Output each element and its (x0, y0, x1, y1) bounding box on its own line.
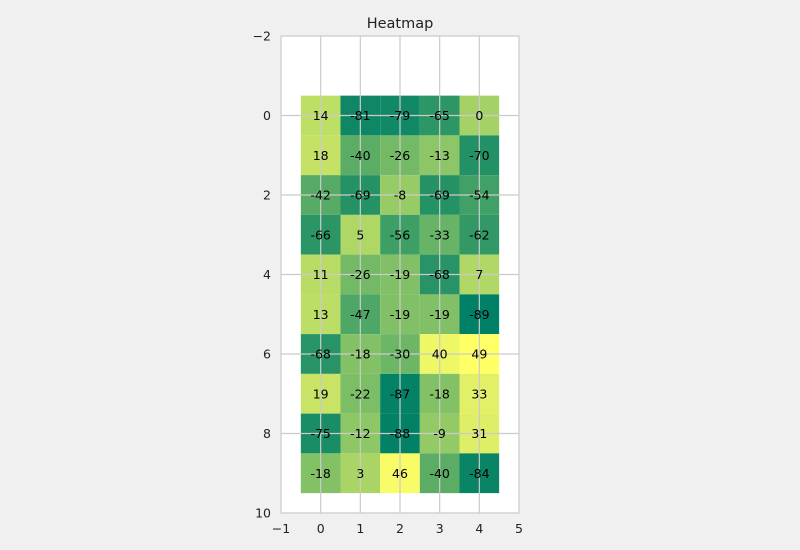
cell-label-r2-c2: -8 (394, 188, 407, 203)
y-tick-label-3: 4 (263, 267, 271, 282)
cell-label-r0-c0: 14 (313, 108, 329, 123)
cell-label-r5-c2: -19 (390, 307, 410, 322)
y-tick-label-6: 10 (255, 506, 271, 521)
x-tick-label-1: 0 (317, 521, 325, 536)
cell-label-r5-c1: -47 (350, 307, 370, 322)
cell-label-r4-c3: -68 (429, 267, 449, 282)
cell-label-r4-c1: -26 (350, 267, 370, 282)
y-tick-label-1: 0 (263, 108, 271, 123)
x-tick-label-6: 5 (515, 521, 523, 536)
cell-label-r3-c3: -33 (429, 227, 449, 242)
y-tick-label-2: 2 (263, 188, 271, 203)
cell-label-r7-c2: -87 (390, 386, 410, 401)
cell-label-r9-c1: 3 (356, 466, 364, 481)
cell-label-r6-c2: -30 (390, 347, 410, 362)
cell-label-r5-c3: -19 (429, 307, 449, 322)
cell-label-r1-c1: -40 (350, 148, 370, 163)
x-tick-label-4: 3 (436, 521, 444, 536)
x-tick-label-3: 2 (396, 521, 404, 536)
x-tick-labels: −1 0 1 2 3 4 5 (272, 521, 523, 536)
cell-label-r7-c1: -22 (350, 386, 370, 401)
cell-label-r4-c0: 11 (313, 267, 329, 282)
x-tick-label-0: −1 (272, 521, 290, 536)
cell-label-r2-c4: -54 (469, 188, 489, 203)
cell-label-r4-c2: -19 (390, 267, 410, 282)
cell-label-r8-c2: -88 (390, 426, 410, 441)
cell-label-r6-c3: 40 (432, 347, 448, 362)
cell-label-r3-c4: -62 (469, 227, 489, 242)
cell-label-r1-c3: -13 (429, 148, 449, 163)
cell-label-r4-c4: 7 (475, 267, 483, 282)
chart-title: Heatmap (367, 16, 434, 32)
cell-label-r6-c0: -68 (310, 347, 330, 362)
y-tick-labels: −2 0 2 4 6 8 10 (253, 29, 271, 521)
cell-label-r1-c2: -26 (390, 148, 410, 163)
grid-lines (280, 35, 520, 514)
cell-label-r0-c1: -81 (350, 108, 370, 123)
cell-label-r6-c4: 49 (471, 347, 487, 362)
cell-label-r9-c0: -18 (310, 466, 330, 481)
x-tick-label-5: 4 (475, 521, 483, 536)
cell-label-r8-c3: -9 (433, 426, 446, 441)
cell-label-r8-c4: 31 (471, 426, 487, 441)
cell-label-r0-c3: -65 (429, 108, 449, 123)
cell-label-r1-c4: -70 (469, 148, 489, 163)
cell-label-r3-c2: -56 (390, 227, 410, 242)
cell-label-r7-c0: 19 (313, 386, 329, 401)
cell-label-r3-c1: 5 (356, 227, 364, 242)
x-tick-label-2: 1 (356, 521, 364, 536)
cell-label-r2-c1: -69 (350, 188, 370, 203)
cell-label-r8-c0: -75 (310, 426, 330, 441)
cell-label-r0-c4: 0 (475, 108, 483, 123)
cell-label-r5-c0: 13 (313, 307, 329, 322)
y-tick-label-4: 6 (263, 347, 271, 362)
cell-label-r2-c3: -69 (429, 188, 449, 203)
cell-label-r1-c0: 18 (313, 148, 329, 163)
cell-label-r8-c1: -12 (350, 426, 370, 441)
cell-label-r9-c2: 46 (392, 466, 408, 481)
cell-label-r2-c0: -42 (310, 188, 330, 203)
cell-labels: 14 -81 -79 -65 0 18 -40 -26 -13 -70 -42 -69 -8 -69 -54… (310, 108, 489, 481)
y-tick-label-5: 8 (263, 426, 271, 441)
cell-label-r7-c3: -18 (429, 386, 449, 401)
cell-label-r7-c4: 33 (471, 386, 487, 401)
cell-label-r9-c3: -40 (429, 466, 449, 481)
cell-label-r0-c2: -79 (390, 108, 410, 123)
cell-label-r5-c4: -89 (469, 307, 489, 322)
cell-label-r6-c1: -18 (350, 347, 370, 362)
y-tick-label-0: −2 (253, 29, 271, 44)
cell-label-r3-c0: -66 (310, 227, 330, 242)
cell-label-r9-c4: -84 (469, 466, 489, 481)
